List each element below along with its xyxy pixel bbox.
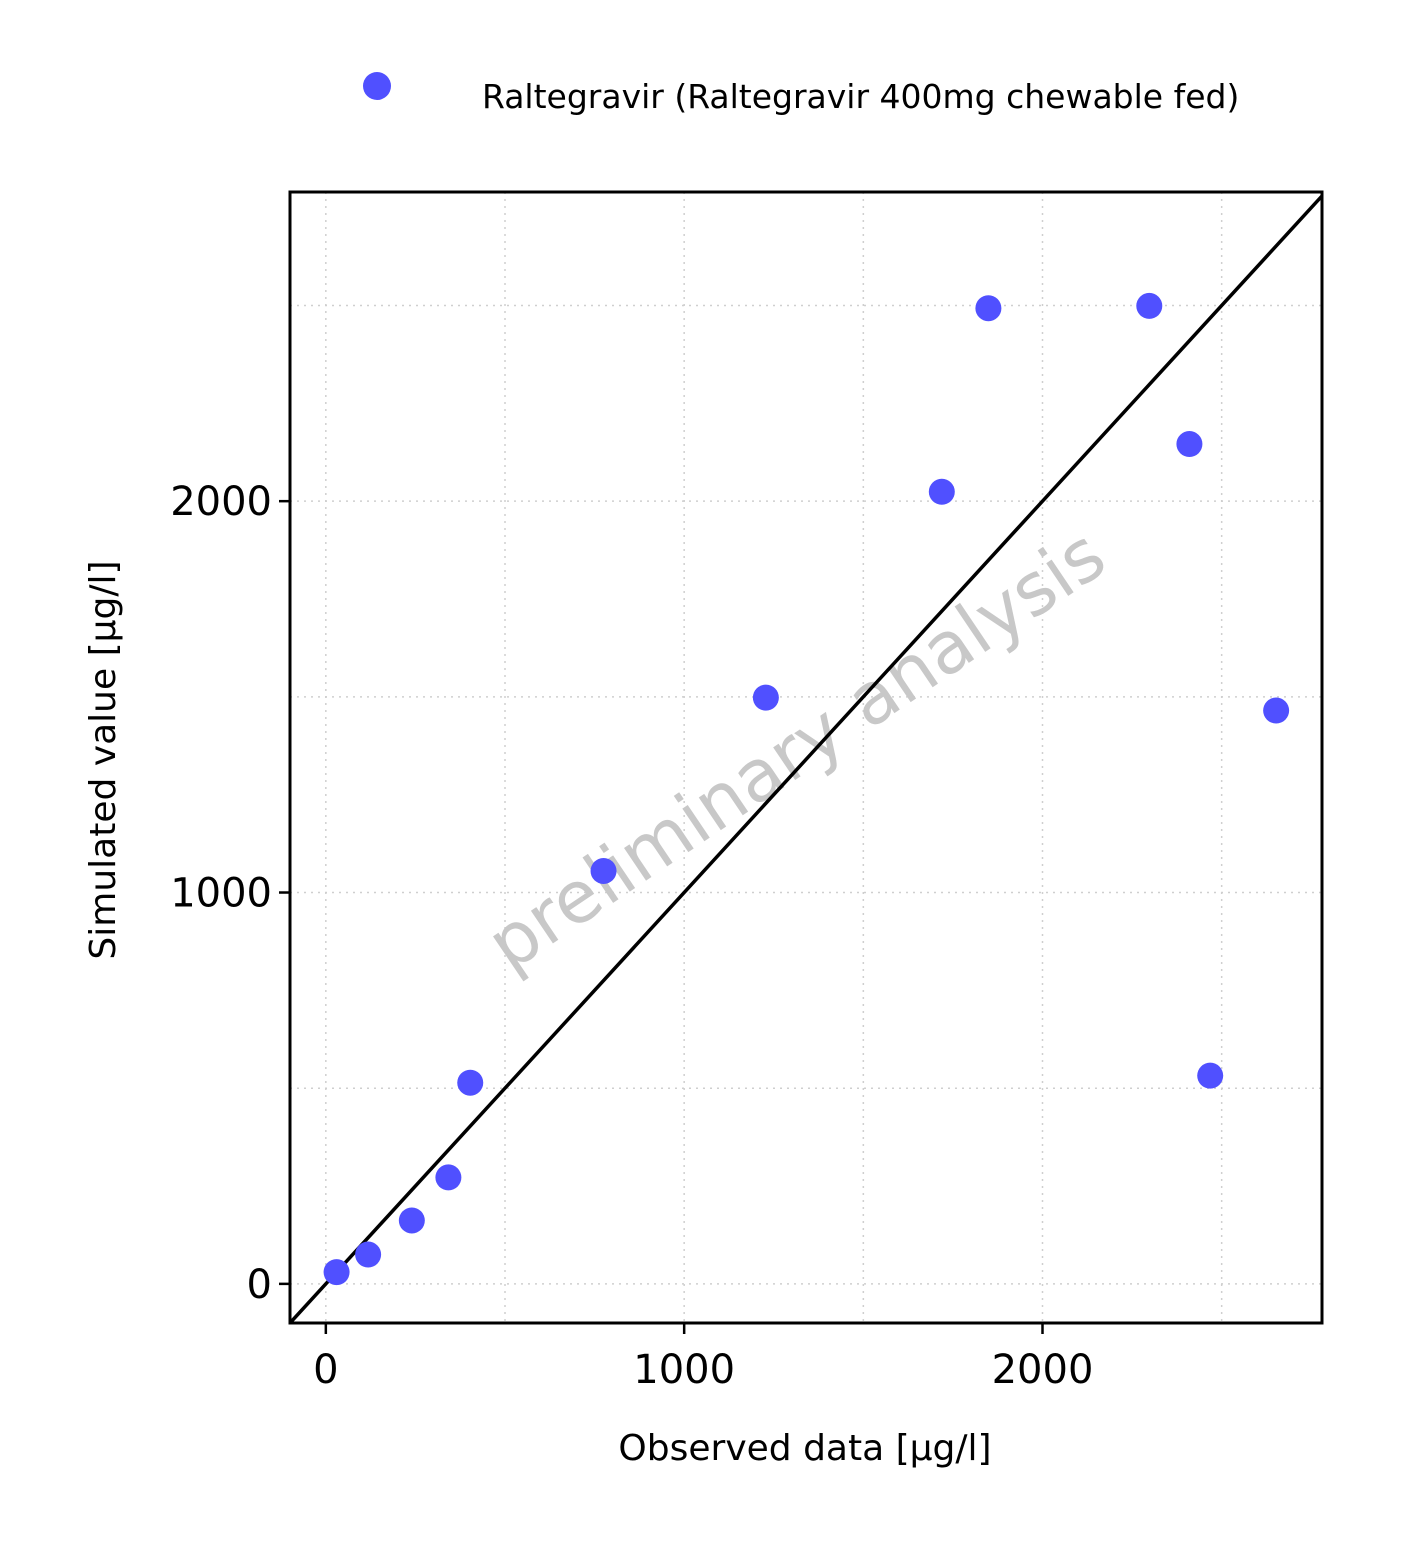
data-point bbox=[435, 1164, 462, 1191]
legend-marker-raltegravir bbox=[363, 72, 391, 100]
y-axis-title: Simulated value [µg/l] bbox=[83, 560, 124, 959]
data-point bbox=[323, 1259, 350, 1286]
data-point bbox=[1197, 1062, 1224, 1089]
legend-label-raltegravir: Raltegravir (Raltegravir 400mg chewable … bbox=[482, 77, 1239, 116]
identity-line bbox=[290, 193, 1322, 1323]
x-tick-label: 2000 bbox=[992, 1347, 1094, 1393]
data-point bbox=[1176, 431, 1203, 458]
data-point bbox=[975, 295, 1002, 322]
watermark: preliminary analysis bbox=[472, 512, 1120, 987]
x-tick-label: 1000 bbox=[633, 1347, 735, 1393]
data-point bbox=[457, 1069, 484, 1096]
data-point bbox=[1136, 292, 1163, 319]
data-point bbox=[752, 684, 779, 711]
legend: Raltegravir (Raltegravir 400mg chewable … bbox=[363, 72, 1239, 116]
data-point bbox=[1263, 697, 1290, 724]
identity-line-group bbox=[290, 193, 1322, 1323]
data-points bbox=[323, 292, 1290, 1286]
y-axis: 0 1000 2000 bbox=[170, 479, 290, 1308]
data-point bbox=[398, 1207, 425, 1234]
data-point bbox=[590, 857, 617, 884]
y-tick-label: 2000 bbox=[170, 479, 272, 525]
x-tick-label: 0 bbox=[313, 1347, 338, 1393]
x-axis-title: Observed data [µg/l] bbox=[618, 1428, 991, 1469]
y-tick-label: 0 bbox=[247, 1262, 272, 1308]
plot-frame bbox=[288, 190, 1324, 1325]
data-point bbox=[355, 1241, 382, 1268]
data-point bbox=[928, 478, 955, 505]
x-axis: 0 1000 2000 bbox=[313, 1323, 1093, 1393]
y-tick-label: 1000 bbox=[170, 871, 272, 917]
